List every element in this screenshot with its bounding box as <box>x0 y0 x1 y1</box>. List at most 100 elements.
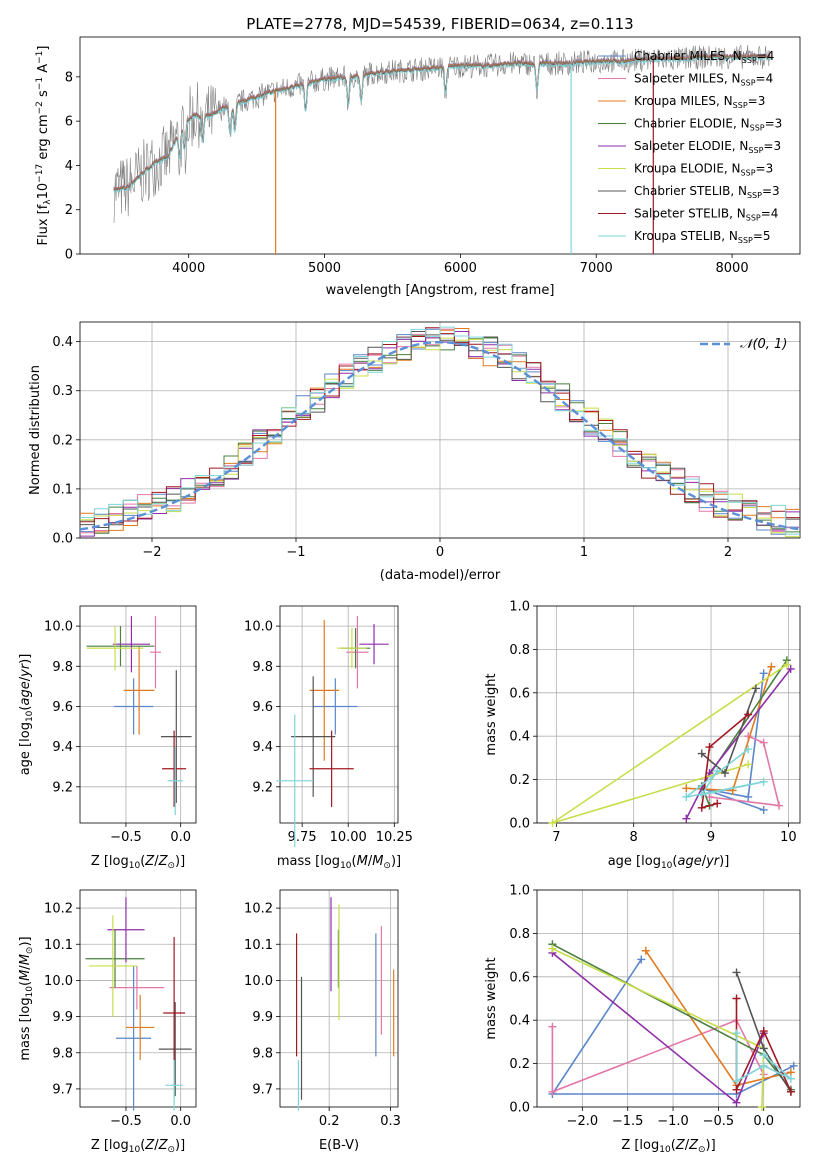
legend-entry: Salpeter MILES, NSSP=4 <box>634 72 773 88</box>
y-tick-label: 9.6 <box>52 700 73 715</box>
model-spectrum-line <box>113 55 771 194</box>
x-tick-label: −1.5 <box>612 1114 644 1129</box>
x-axis-label: Z [log10(Z/Z⊙)] <box>91 1138 185 1155</box>
x-tick-label: 10 <box>780 830 797 845</box>
y-tick-label: 0.0 <box>509 817 530 832</box>
residuals-panel: −2 −1 0 1 2 0.0 0.1 0.2 0.3 0.4 𝒩(0, 1) (data-model… <box>28 321 801 583</box>
legend-entry: Chabrier STELIB, NSSP=3 <box>634 184 780 200</box>
legend-entry: Chabrier ELODIE, NSSP=3 <box>634 117 782 133</box>
x-tick-label: 0 <box>436 545 444 560</box>
x-tick-label: 0.2 <box>319 1114 340 1129</box>
y-tick-label: 0.6 <box>509 686 530 701</box>
mass-weight-marker <box>697 749 706 758</box>
x-tick-label: −1 <box>286 545 305 560</box>
x-tick-label: −1.0 <box>657 1114 689 1129</box>
residual-histogram <box>80 326 800 535</box>
mass-weight-marker <box>732 1098 741 1107</box>
mass-weight-marker <box>548 819 557 827</box>
x-axis-label: (data-model)/error <box>380 568 501 583</box>
y-tick-label: 9.8 <box>52 1046 73 1061</box>
y-tick-label: 9.7 <box>252 1082 273 1097</box>
mass-weight-marker <box>682 814 691 823</box>
mass-weight-line <box>551 1019 765 1093</box>
mass-weight-marker <box>697 790 706 799</box>
y-axis-label: mass weight <box>484 673 499 755</box>
mass-weight-marker <box>637 955 646 964</box>
y-tick-label: 10.1 <box>244 938 273 953</box>
x-axis-label: E(B-V) <box>319 1138 359 1153</box>
y-tick-label: 10.0 <box>44 620 73 635</box>
mass-vs-EBV-panel: 0.2 0.3 9.7 9.8 9.9 10.0 10.1 10.2 E(B-V) <box>244 889 401 1153</box>
y-tick-label: 0.2 <box>509 773 530 788</box>
mass-weight-marker <box>732 1085 741 1094</box>
x-tick-label: −0.5 <box>110 830 142 845</box>
mass-vs-Z-panel: −0.5 0.0 9.7 9.8 9.9 10.0 10.1 10.2 Z [log10(Z/Z… <box>18 889 197 1155</box>
y-tick-label: 0.8 <box>509 643 530 658</box>
mass-weight-marker <box>759 1050 768 1059</box>
x-tick-label: 9.75 <box>288 830 317 845</box>
mass-weight-marker <box>548 1087 557 1096</box>
mass-weight-line <box>709 735 781 807</box>
y-tick-label: 10.0 <box>244 620 273 635</box>
mass-weight-marker <box>759 669 768 678</box>
x-tick-label: 0.0 <box>170 1114 191 1129</box>
age-vs-mass-panel: 9.75 10.00 10.25 9.2 9.4 9.6 9.8 10.0 mass [log1… <box>244 605 413 871</box>
x-tick-label: −2 <box>142 545 161 560</box>
y-tick-label: 9.8 <box>252 660 273 675</box>
x-tick-label: −2.0 <box>567 1114 599 1129</box>
y-tick-label: 0.0 <box>509 1101 530 1116</box>
x-tick-label: 4000 <box>172 261 205 276</box>
y-tick-label: 0.4 <box>509 730 530 745</box>
y-tick-label: 2 <box>65 203 73 218</box>
y-axis-label: Flux [fλ10−17 erg cm−2 s−1 A−1] <box>35 46 53 246</box>
y-tick-label: 0.4 <box>509 1014 530 1029</box>
x-tick-label: 9 <box>707 830 715 845</box>
y-tick-label: 1.0 <box>509 884 530 899</box>
x-tick-label: 0.0 <box>753 1114 774 1129</box>
y-tick-label: 0.2 <box>52 433 73 448</box>
x-axis-label: age [log10(age/yr)] <box>608 854 730 871</box>
x-tick-label: 6000 <box>444 261 477 276</box>
y-tick-label: 4 <box>65 159 73 174</box>
y-axis-label: age [log10(age/yr)] <box>18 654 35 776</box>
mass-weight-marker <box>751 684 760 693</box>
y-tick-label: 9.2 <box>252 780 273 795</box>
mass-weight-marker <box>682 784 691 793</box>
plot-frame <box>279 889 399 1108</box>
x-tick-label: 0.3 <box>380 1114 401 1129</box>
y-tick-label: 8 <box>65 70 73 85</box>
y-tick-label: 10.2 <box>44 902 73 917</box>
mass-weight-vs-age-panel: 7 8 9 10 0.0 0.2 0.4 0.6 0.8 1.0 age [log10(age/yr… <box>484 600 801 871</box>
legend-entry: 𝒩(0, 1) <box>740 337 787 352</box>
mass-weight-marker <box>767 662 776 671</box>
figure-title: PLATE=2778, MJD=54539, FIBERID=0634, z=0… <box>246 15 633 33</box>
mass-weight-line <box>700 713 749 809</box>
age-vs-Z-panel: −0.5 0.0 9.2 9.4 9.6 9.8 10.0 Z [log10(Z/Z⊙)] ag… <box>18 605 197 871</box>
plot-frame <box>79 889 197 1108</box>
mass-weight-marker <box>548 1022 557 1031</box>
mass-weight-marker <box>782 660 791 669</box>
y-tick-label: 9.8 <box>52 660 73 675</box>
mass-weight-marker <box>789 1061 798 1070</box>
mass-weight-marker <box>732 1029 741 1038</box>
mass-weight-marker <box>759 738 768 747</box>
mass-weight-line <box>552 663 788 824</box>
mass-weight-marker <box>713 766 722 775</box>
plot-frame <box>279 605 399 824</box>
y-tick-label: 9.4 <box>252 740 273 755</box>
x-tick-label: 7000 <box>580 261 613 276</box>
plot-frame <box>536 605 801 824</box>
plot-frame <box>536 889 801 1108</box>
mass-weight-marker <box>697 803 706 812</box>
y-tick-label: 1.0 <box>509 600 530 615</box>
y-tick-label: 10.2 <box>244 902 273 917</box>
y-axis-label: mass [log10(M/M⊙)] <box>18 936 35 1060</box>
x-tick-label: 5000 <box>308 261 341 276</box>
spectrum-panel: 4000 5000 6000 7000 8000 0 2 4 6 8 wavelength [Ang… <box>35 36 801 298</box>
y-tick-label: 0.6 <box>509 970 530 985</box>
mass-weight-marker <box>705 743 714 752</box>
legend-entry: Salpeter ELODIE, NSSP=3 <box>634 139 781 155</box>
x-axis-label: wavelength [Angstrom, rest frame] <box>326 283 555 298</box>
y-tick-label: 9.7 <box>52 1082 73 1097</box>
y-tick-label: 0.3 <box>52 384 73 399</box>
